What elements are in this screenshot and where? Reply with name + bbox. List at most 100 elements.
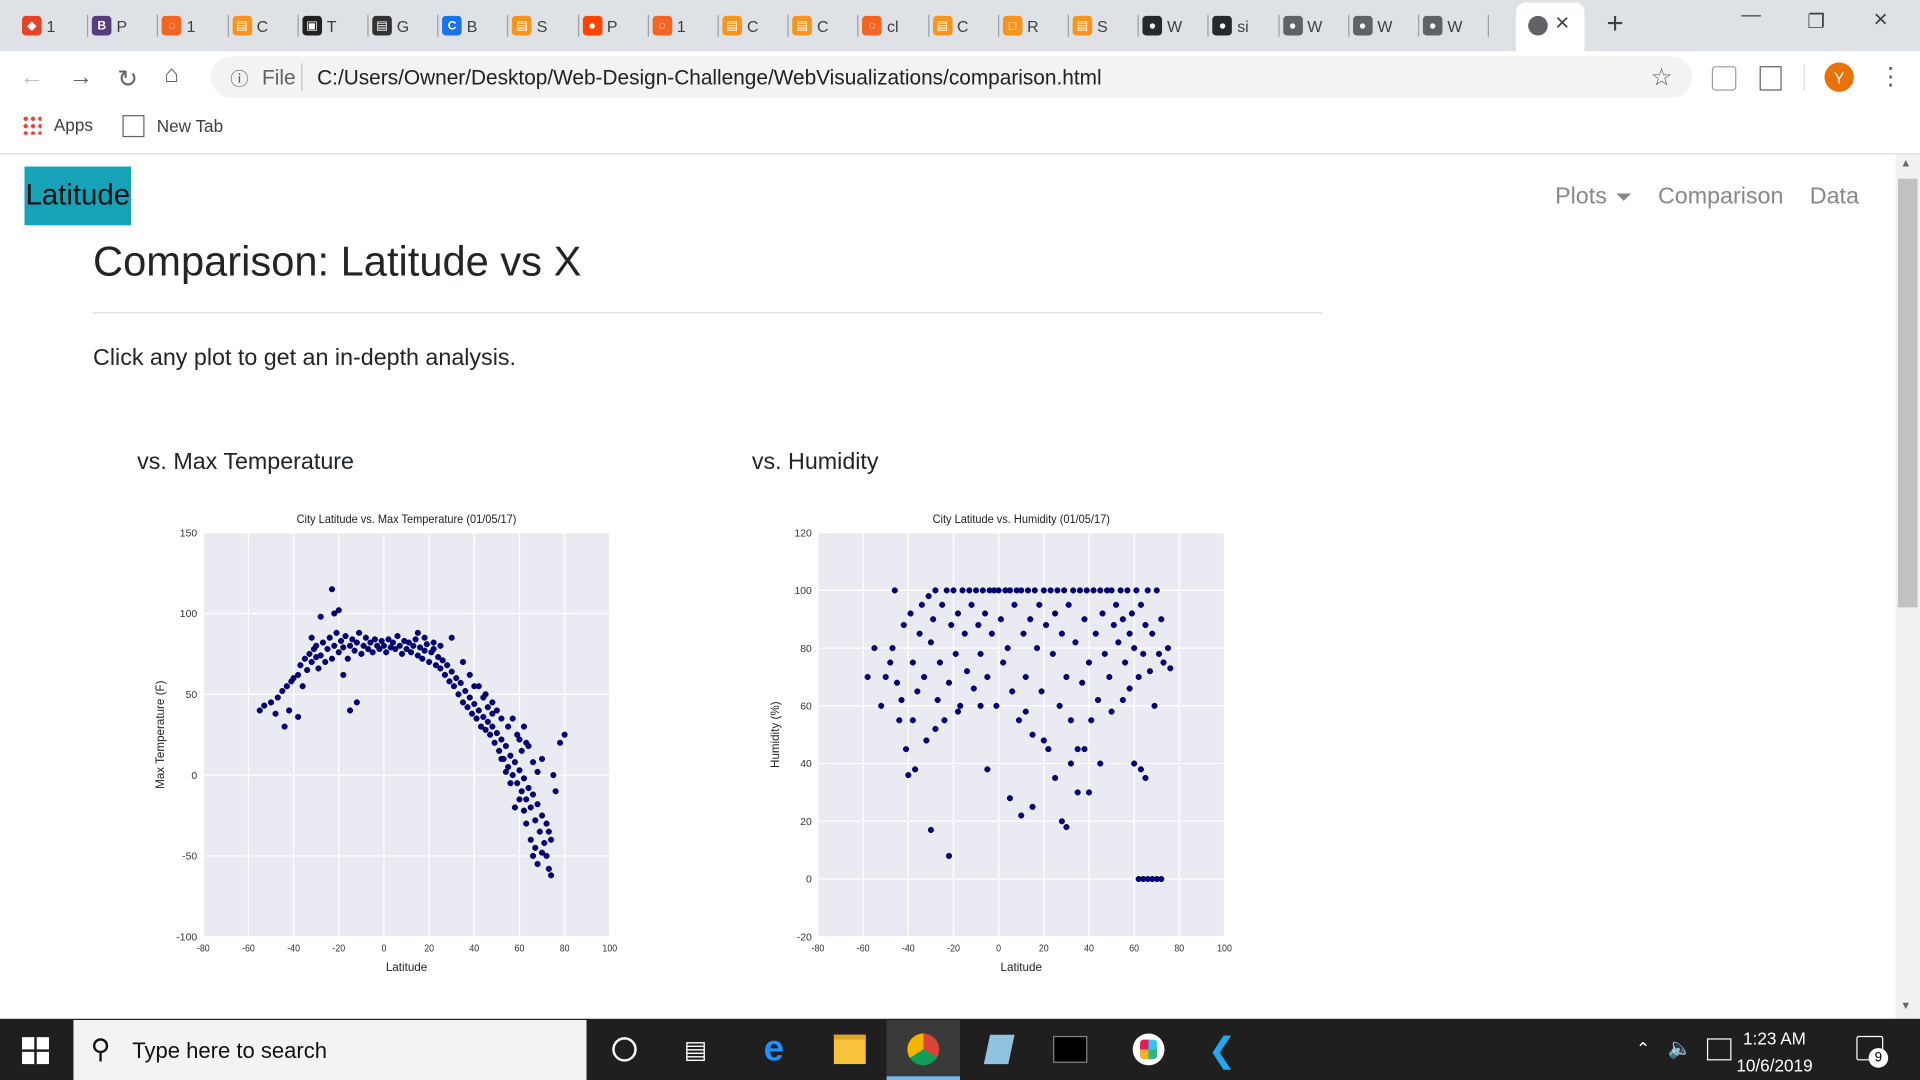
close-window-icon[interactable]: × [1873, 6, 1888, 34]
tab-title: C [957, 16, 969, 35]
browser-tab[interactable]: ▤ C [932, 10, 999, 42]
scatter-point [317, 652, 324, 659]
tab-separator [157, 14, 159, 37]
scatter-point [945, 852, 953, 859]
browser-tab[interactable]: ▤ C [232, 10, 299, 42]
search-icon: ⚲ [90, 1033, 111, 1065]
browser-tab[interactable]: ▤ S [1072, 10, 1140, 42]
browser-tab[interactable]: ◌ 1 [652, 10, 719, 42]
browser-tab[interactable]: □ R [1002, 10, 1069, 42]
chart-max-temperature[interactable]: -80 -60 -40 -20 0 20 40 60 80 100 -100 -50 0 50 100 150… [147, 502, 637, 992]
chart-humidity[interactable]: -80 -60 -40 -20 0 20 40 60 80 100 -20 0 20 40 60 80 100 1… [762, 502, 1252, 992]
scatter-point [335, 607, 342, 614]
browser-tab[interactable]: ● W [1142, 10, 1210, 42]
taskbar-search-box[interactable] [73, 1020, 587, 1080]
browser-tab[interactable]: ▣ T [302, 10, 369, 42]
scatter-point [437, 665, 444, 672]
scatter-point [468, 710, 476, 717]
notepad-icon[interactable] [982, 1032, 1016, 1066]
forward-icon[interactable]: → [68, 63, 94, 91]
browser-tab[interactable]: ▤ C [792, 10, 859, 42]
scatter-point [939, 601, 946, 608]
scatter-point [328, 655, 336, 662]
bookmark-star-icon[interactable]: ☆ [1650, 64, 1673, 92]
tab-separator [927, 14, 929, 37]
menu-kebab-icon[interactable]: ⋮ [1878, 63, 1903, 91]
minimize-icon[interactable]: — [1741, 4, 1761, 26]
scroll-up-icon[interactable]: ▲ [1900, 156, 1912, 169]
scatter-point [489, 710, 496, 717]
slack-icon[interactable] [1131, 1032, 1165, 1066]
edge-icon[interactable]: e [763, 1028, 785, 1069]
nav-plots-dropdown[interactable]: Plots [1555, 184, 1632, 211]
browser-tab[interactable]: ● W [1422, 10, 1490, 42]
scatter-point [532, 844, 539, 851]
restore-icon[interactable]: ❐ [1807, 12, 1825, 34]
scatter-point [414, 652, 421, 659]
scatter-point [478, 723, 485, 730]
navbar-brand[interactable]: Latitude [24, 166, 132, 226]
scatter-point [975, 621, 982, 629]
extension-icon[interactable] [1711, 66, 1737, 91]
scatter-point [426, 658, 433, 666]
scatter-point [340, 644, 347, 651]
show-hidden-icons[interactable]: ⌃ [1635, 1038, 1651, 1058]
reload-icon[interactable]: ↻ [117, 66, 139, 94]
browser-tab[interactable]: ◌ 1 [162, 10, 229, 42]
scatter-point [893, 679, 901, 686]
scatter-point [256, 707, 263, 714]
scatter-point [878, 702, 885, 709]
nav-comparison[interactable]: Comparison [1657, 183, 1784, 210]
file-explorer-icon[interactable] [833, 1032, 867, 1066]
active-tab[interactable]: × [1515, 2, 1585, 52]
info-icon[interactable]: ⓘ [230, 69, 249, 91]
home-icon[interactable]: ⌂ [164, 61, 179, 89]
notes-extension-icon[interactable] [1759, 66, 1782, 91]
new-tab-button[interactable]: + [1606, 7, 1624, 41]
nav-data[interactable]: Data [1809, 183, 1859, 210]
tab-favicon-icon: ▤ [372, 15, 392, 36]
browser-tab[interactable]: ◌ cl [862, 10, 929, 42]
chrome-icon[interactable] [906, 1032, 940, 1066]
action-center-tray-icon[interactable] [1706, 1038, 1732, 1061]
browser-tab[interactable]: ▤ C [722, 10, 789, 42]
address-bar[interactable] [210, 56, 1693, 98]
scatter-point [1108, 587, 1115, 594]
browser-tab[interactable]: ▤ G [372, 10, 439, 42]
browser-tab[interactable]: ● P [582, 10, 649, 42]
scatter-point [902, 746, 910, 753]
url-text[interactable]: C:/Users/Owner/Desktop/Web-Design-Challe… [317, 66, 1102, 90]
close-tab-icon[interactable]: × [1555, 9, 1570, 37]
volume-icon[interactable]: 🔈 [1667, 1038, 1693, 1060]
scatter-point [930, 616, 937, 623]
scrollbar-thumb[interactable] [1897, 178, 1918, 608]
system-clock[interactable]: 1:23 AM 10/6/2019 [1736, 1025, 1812, 1079]
scatter-point [1036, 601, 1043, 608]
scatter-point [961, 630, 968, 637]
scroll-down-icon[interactable]: ▼ [1900, 999, 1912, 1012]
new-tab-icon [122, 115, 145, 138]
bookmark-new-tab[interactable]: New Tab [122, 115, 223, 138]
scatter-point [365, 645, 372, 653]
scatter-point [1142, 774, 1149, 782]
windows-start-icon[interactable] [22, 1037, 49, 1065]
scatter-point [543, 820, 550, 827]
terminal-icon[interactable] [1053, 1032, 1088, 1066]
browser-tab[interactable]: ● si [1212, 10, 1280, 42]
browser-tab[interactable]: ▤ S [512, 10, 579, 42]
scatter-point [889, 645, 896, 652]
bookmark-apps[interactable]: Apps [22, 115, 93, 135]
task-view-icon[interactable]: ▤ [683, 1036, 708, 1064]
profile-avatar[interactable]: Y [1824, 62, 1854, 92]
browser-tab[interactable]: ● W [1282, 10, 1350, 42]
lead-text: Click any plot to get an in-depth analys… [93, 345, 516, 372]
chart-title: City Latitude vs. Max Temperature (01/05… [297, 512, 517, 526]
browser-tab[interactable]: ● W [1352, 10, 1420, 42]
cortana-icon[interactable] [607, 1032, 641, 1066]
scatter-point [417, 644, 424, 651]
vscode-icon[interactable]: ❮ [1207, 1030, 1237, 1069]
browser-tab[interactable]: ◆ 1 [22, 10, 89, 42]
back-icon[interactable]: ← [19, 63, 45, 91]
